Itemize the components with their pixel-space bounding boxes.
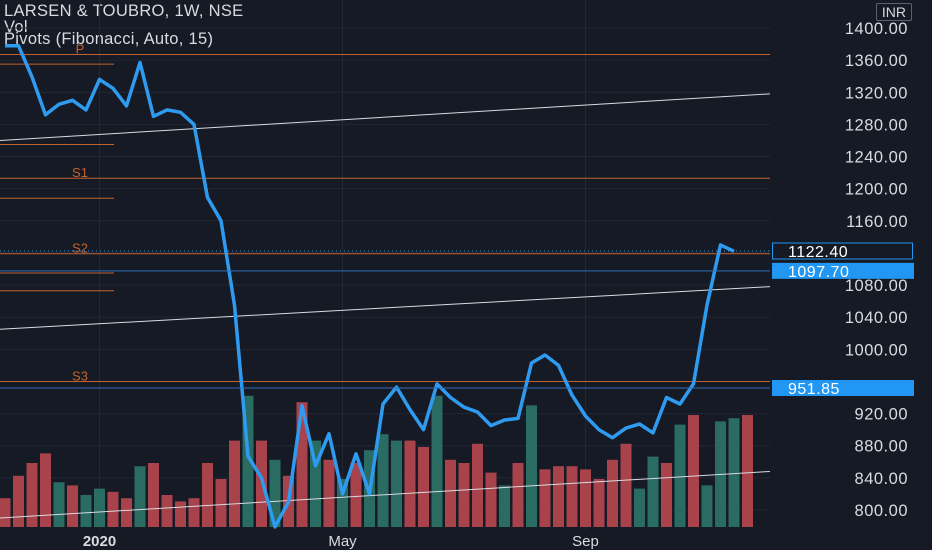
trendline-2 [0,470,771,519]
volume-bar-25 [337,479,348,527]
volume-bar-30 [404,440,416,527]
price-label-bg-2 [772,380,914,397]
volume-bar-8 [107,491,119,527]
y-tick-label-9: 1160.00 [846,213,908,231]
price-label-bg-1 [772,262,914,279]
volume-bar-34 [458,463,470,527]
y-tick-label-2: 880.00 [855,438,908,456]
y-tick-label-13: 1320.00 [845,84,908,102]
volume-bar-4 [53,482,65,527]
volume-bar-17 [229,440,240,527]
volume-bar-13 [175,501,186,527]
volume-indicator-label[interactable]: Vol [4,18,28,36]
time-axis[interactable]: 2020 May Sep [83,533,599,550]
volume-bar-3 [40,453,51,527]
volume-bar-46 [620,443,632,527]
pivot-label-S1: S1 [72,165,88,180]
volume-bar-43 [580,469,591,527]
volume-bar-1 [13,475,24,527]
y-tick-label-12: 1280.00 [845,116,908,134]
volume-bar-11 [148,463,159,527]
volume-bar-5 [67,485,78,527]
price-label-1: 1097.70 [772,262,914,281]
volume-bar-48 [647,456,659,527]
volume-bar-28 [377,434,389,527]
volume-bar-2 [26,463,38,527]
trendlines[interactable] [0,93,771,519]
volume-bar-10 [134,466,146,527]
volume-bar-24 [323,459,335,527]
x-tick-label-2: Sep [572,533,599,550]
volume-bar-16 [215,479,227,527]
price-label-0: 1122.40 [772,242,913,261]
chart-title: LARSEN & TOUBRO, 1W, NSE [4,2,244,20]
y-tick-label-5: 1000.00 [845,341,908,359]
volume-bar-26 [350,463,362,527]
price-label-bg-0 [772,242,913,260]
volume-bar-9 [121,498,132,527]
y-tick-label-6: 1040.00 [845,309,908,327]
volume-bar-33 [445,459,456,527]
y-tick-label-15: 1400.00 [845,20,908,38]
price-label-2: 951.85 [772,380,914,398]
y-tick-label-0: 800.00 [855,502,908,520]
x-tick-label-1: May [328,533,357,550]
price-labels: 1122.40 1097.70 951.85 [772,242,914,398]
volume-bar-29 [391,440,402,527]
y-tick-label-11: 1240.00 [845,149,908,167]
pivot-label-S3: S3 [72,368,88,383]
volume-bar-12 [161,495,173,527]
volume-bar-20 [269,459,281,527]
y-tick-label-1: 840.00 [855,470,908,488]
trendline-0 [0,93,771,141]
y-tick-label-3: 920.00 [855,406,908,424]
y-tick-label-10: 1200.00 [845,181,908,199]
currency-button[interactable]: INR [875,3,912,21]
volume-bar-36 [485,472,497,527]
volume-bar-52 [701,485,713,527]
price-label-text-2: 951.85 [788,381,840,398]
volume-bar-45 [607,459,618,527]
volume-bars [0,395,753,527]
pivot-lines: P S1 S2 S3 [0,42,770,383]
y-tick-label-14: 1360.00 [845,52,908,70]
volume-bar-37 [499,485,510,527]
volume-bar-0 [0,498,11,527]
volume-bar-50 [674,424,686,527]
volume-bar-41 [553,466,564,527]
volume-bar-35 [472,443,483,527]
pivot-label-P: P [76,42,85,57]
y-tick-label-7: 1080.00 [845,277,908,295]
volume-bar-23 [310,440,321,527]
price-axis[interactable]: 800.00 840.00 880.00 920.00 1000.00 1040.00 10… [845,20,908,520]
volume-bar-14 [188,498,200,527]
volume-bar-38 [512,463,524,527]
volume-bar-55 [742,415,753,527]
x-tick-label-0: 2020 [83,533,116,550]
price-label-text-1: 1097.70 [788,264,849,281]
pivots-indicator-label[interactable]: Pivots (Fibonacci, Auto, 15) [4,30,214,48]
price-series-line [5,43,735,529]
volume-bar-49 [661,463,672,527]
volume-bar-6 [80,495,92,527]
volume-bar-51 [688,415,699,527]
volume-bar-47 [634,488,645,527]
volume-bar-44 [593,479,605,527]
volume-bar-40 [539,469,551,527]
volume-bar-22 [296,402,308,527]
volume-bar-7 [94,488,105,527]
volume-bar-54 [728,418,740,527]
pivot-label-S2: S2 [72,241,88,256]
volume-bar-18 [242,395,254,527]
volume-bar-39 [526,405,537,527]
price-line [0,43,770,529]
trendline-1 [0,286,771,330]
price-label-text-0: 1122.40 [788,244,848,261]
volume-bar-31 [418,447,429,527]
volume-bar-32 [431,395,443,527]
volume-bar-15 [202,463,213,527]
volume-bar-42 [566,466,578,527]
